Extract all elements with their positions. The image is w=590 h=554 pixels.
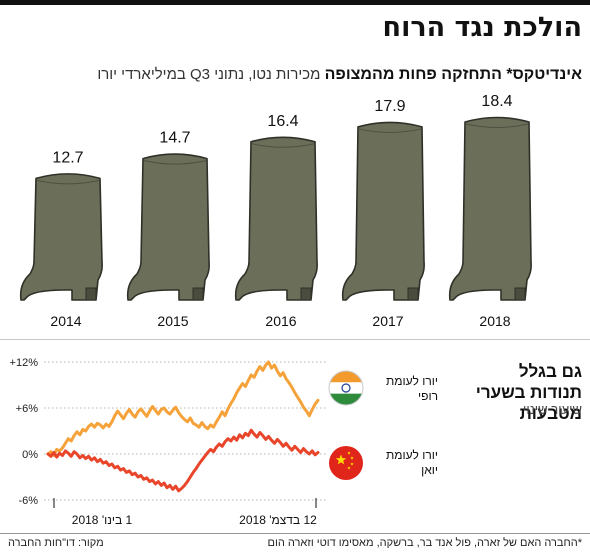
subtitle: אינדיטקס* התחזקה פחות מהמצופה מכירות נטו… [97, 66, 582, 84]
source-note: מקור: דו"חות החברה [8, 537, 104, 549]
bar-category-label: 2017 [372, 313, 403, 329]
y-tick-label: +6% [16, 403, 39, 415]
bar-value-label: 16.4 [267, 113, 298, 130]
footnote: *החברה האם של זארה, פול אנד בר, ברשקה, מ… [267, 537, 583, 549]
boot-rim [36, 179, 100, 185]
bar-boot-2016 [234, 136, 318, 301]
y-tick-label: +12% [10, 357, 39, 369]
series-line-rupee [46, 360, 320, 457]
china-flag-icon [329, 446, 363, 480]
bar-category-label: 2015 [157, 313, 188, 329]
bar-boot-2017 [341, 121, 425, 301]
bar-category-label: 2014 [50, 313, 81, 329]
boot-rim [465, 123, 529, 128]
legend-yuan: יורו לעומת יואן [386, 448, 438, 478]
bar-boot-2018 [448, 116, 532, 301]
currency-line-chart: +12% +6% 0% -6% 1 בינו' 2018 12 בדצמ' 2018 [10, 357, 364, 527]
boot-shape [341, 121, 425, 301]
x-axis-label-end: 12 בדצמ' 2018 [239, 513, 317, 527]
bar-boot-2014 [19, 173, 103, 301]
boots-bar-chart: 12.7 2014 14.7 2015 16.4 2016 17.9 2017 18.4 2018 [19, 95, 532, 329]
boot-heel [300, 287, 312, 301]
bar-boot-2015 [126, 153, 210, 301]
boot-shape [448, 116, 532, 301]
series-line-yuan [46, 428, 320, 493]
boot-heel [85, 287, 97, 301]
boot-heel [407, 287, 419, 301]
legend-rupee-line2: רופי [418, 389, 438, 403]
bar-value-label: 17.9 [374, 98, 405, 115]
line-chart-subtitle: שיעור שינוי [522, 402, 582, 417]
y-tick-label: -6% [18, 495, 38, 507]
subtitle-light: מכירות נטו, נתוני Q3 במיליארדי יורו [97, 66, 321, 83]
boot-shape [19, 173, 103, 301]
boot-rim [358, 128, 422, 133]
subtitle-bold: אינדיטקס* התחזקה פחות מהמצופה [324, 66, 582, 83]
top-rule [0, 0, 590, 5]
legend-yuan-line2: יואן [421, 463, 438, 477]
footer-rule [0, 533, 590, 534]
legend-rupee: יורו לעומת רופי [386, 374, 438, 404]
boot-rim [251, 143, 315, 148]
bar-category-label: 2018 [479, 313, 510, 329]
boot-shape [126, 153, 210, 301]
bar-value-label: 14.7 [159, 130, 190, 147]
india-flag-icon [328, 370, 364, 406]
bar-category-label: 2016 [265, 313, 296, 329]
line-chart-title: גם בגלל תנודות בשערי מטבעות [475, 362, 582, 423]
section-divider [0, 339, 590, 340]
y-tick-label: 0% [22, 449, 38, 461]
bar-value-label: 12.7 [52, 149, 83, 166]
boot-shape [234, 136, 318, 301]
bar-value-label: 18.4 [481, 95, 512, 110]
boot-heel [514, 287, 526, 301]
boot-rim [143, 160, 207, 165]
x-axis-label-start: 1 בינו' 2018 [72, 513, 133, 527]
legend-yuan-line1: יורו לעומת [386, 448, 438, 462]
boot-heel [192, 287, 204, 301]
headline: הולכת נגד הרוח [382, 12, 582, 43]
legend-rupee-line1: יורו לעומת [386, 374, 438, 388]
